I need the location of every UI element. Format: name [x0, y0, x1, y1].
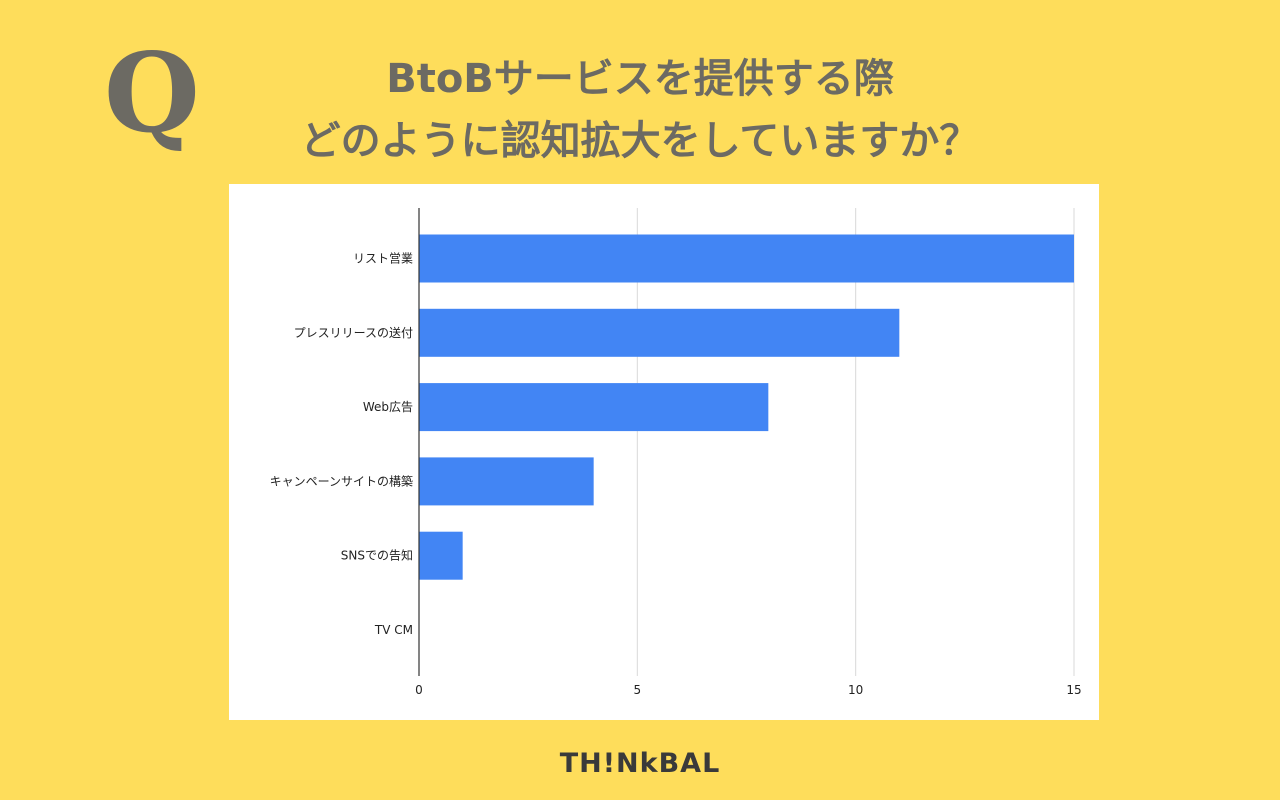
bar-2	[419, 383, 769, 432]
x-tick-label-0: 0	[415, 683, 423, 697]
chart-panel: リスト営業プレスリリースの送付 Web広告キャンペーンサイトの構築 SNSでの告知 T…	[229, 184, 1099, 720]
category-label-4: SNSでの告知	[341, 549, 413, 563]
category-label-1: プレスリリースの送付	[294, 325, 413, 340]
title-line-1: BtoBサービスを提供する際	[386, 56, 894, 102]
brand-logo: TH!NkBAL	[559, 748, 721, 779]
category-label-3: キャンペーンサイトの構築	[270, 473, 413, 488]
page-title: BtoBサービスを提供する際 どのように認知拡大をしていますか？	[200, 48, 1080, 172]
title-line-2: どのように認知拡大をしていますか？	[300, 118, 980, 164]
x-tick-label-2: 10	[848, 683, 863, 697]
bar-4	[419, 531, 463, 580]
q-mark: Q	[104, 28, 200, 157]
category-label-5: TV CM	[374, 623, 413, 637]
bar-3	[419, 457, 594, 506]
x-tick-label-3: 15	[1066, 683, 1081, 697]
bar-1	[419, 308, 900, 357]
bar-0	[419, 234, 1074, 283]
category-label-0: リスト営業	[353, 252, 413, 266]
x-tick-label-1: 5	[634, 683, 642, 697]
category-label-2: Web広告	[363, 400, 413, 414]
